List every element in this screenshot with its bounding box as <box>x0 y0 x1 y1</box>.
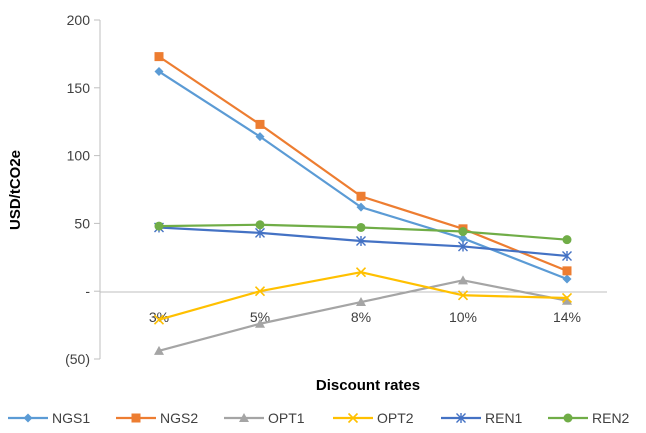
legend-item-ngs1: NGS1 <box>8 410 90 426</box>
legend-item-ren2: REN2 <box>548 410 630 426</box>
y-axis-title: USD/tCO2e <box>7 150 24 230</box>
legend-label-ren1: REN1 <box>485 410 523 426</box>
data-point-ren2 <box>256 220 265 229</box>
legend-marker-ngs2 <box>132 414 141 423</box>
y-tick-label: 150 <box>67 80 91 96</box>
y-tick-labels: 200 150 100 50 - (50) <box>65 12 100 367</box>
legend-item-ngs2: NGS2 <box>116 410 198 426</box>
data-point-ngs2 <box>563 266 572 275</box>
x-axis-title: Discount rates <box>316 377 420 394</box>
data-point-ren2 <box>563 235 572 244</box>
data-point-opt1 <box>458 275 468 284</box>
y-tick-label: 200 <box>67 12 91 28</box>
legend-label-ren2: REN2 <box>592 410 630 426</box>
legend-label-opt1: OPT1 <box>268 410 305 426</box>
x-tick-label: 8% <box>351 309 371 325</box>
series-line-ren1 <box>159 227 567 255</box>
legend-marker-ren2 <box>564 414 573 423</box>
data-point-ren2 <box>459 227 468 236</box>
data-point-ren2 <box>357 223 366 232</box>
legend-label-ngs2: NGS2 <box>160 410 198 426</box>
x-tick-label: 10% <box>449 309 477 325</box>
legend-marker-ngs1 <box>24 414 33 423</box>
data-point-ngs1 <box>563 274 572 283</box>
legend-item-opt2: OPT2 <box>333 410 414 426</box>
x-tick-label: 14% <box>553 309 581 325</box>
legend-label-ngs1: NGS1 <box>52 410 90 426</box>
legend-item-ren1: REN1 <box>441 410 523 426</box>
data-point-ngs2 <box>256 120 265 129</box>
data-point-ngs2 <box>155 52 164 61</box>
y-tick-label: (50) <box>65 351 90 367</box>
y-tick-label: - <box>85 283 90 299</box>
legend: NGS1 NGS2 OPT1 OPT2 REN1 REN2 <box>8 410 630 426</box>
y-tick-label: 100 <box>67 148 91 164</box>
x-tick-labels: 3% 5% 8% 10% 14% <box>149 309 581 325</box>
legend-label-opt2: OPT2 <box>377 410 414 426</box>
data-point-ngs2 <box>357 192 366 201</box>
legend-item-opt1: OPT1 <box>224 410 305 426</box>
data-point-ren2 <box>155 222 164 231</box>
series-line-ngs1 <box>159 72 567 279</box>
y-tick-label: 50 <box>74 215 90 231</box>
